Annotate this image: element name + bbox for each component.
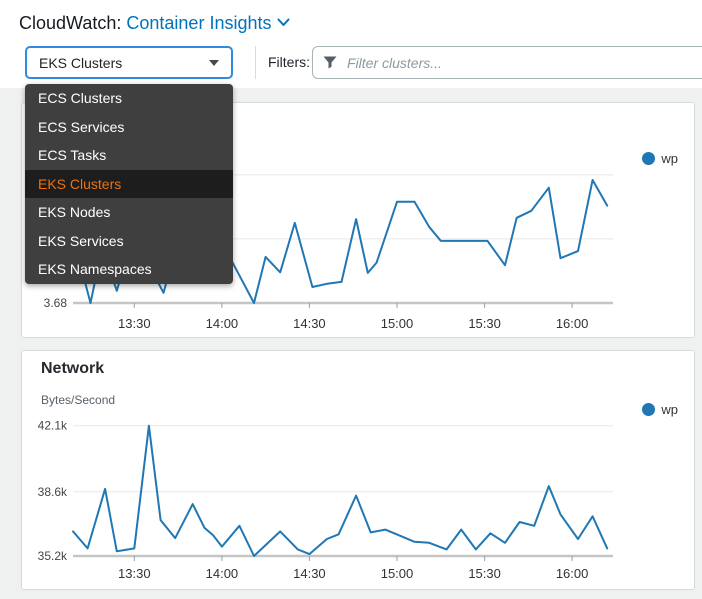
- legend-swatch: [642, 152, 656, 165]
- cloudwatch-label: CloudWatch:: [19, 13, 122, 33]
- menu-item[interactable]: ECS Clusters: [38, 90, 123, 106]
- x-tick-label: 16:00: [556, 316, 589, 331]
- scope-dropdown-menu: ECS Clusters ECS Services ECS Tasks EKS Clu…: [25, 84, 233, 284]
- menu-item[interactable]: EKS Nodes: [38, 204, 111, 220]
- network-chart-panel: 35.2k 38.6k 42.1k 13:30 14:00 14:30 15:00 15:30…: [21, 350, 695, 590]
- filter-box: [312, 46, 702, 79]
- x-tick-label: 15:30: [468, 316, 501, 331]
- x-tick-label: 15:30: [468, 566, 501, 581]
- legend-swatch: [642, 403, 656, 416]
- x-tick-label: 14:00: [206, 566, 239, 581]
- y-tick-label: 35.2k: [38, 549, 68, 563]
- scope-select[interactable]: EKS Clusters: [25, 46, 233, 79]
- chevron-down-icon: [277, 11, 290, 32]
- series-line-wp: [72, 424, 609, 557]
- x-tick-label: 13:30: [118, 316, 151, 331]
- scope-select-value: EKS Clusters: [39, 54, 123, 71]
- chart-unit-label: Bytes/Second: [41, 393, 116, 407]
- x-tick-label: 14:30: [293, 316, 326, 331]
- legend-label: wp: [661, 151, 678, 166]
- x-tick-label: 14:30: [293, 566, 326, 581]
- y-tick-label: 38.6k: [38, 485, 68, 499]
- filter-clusters-input[interactable]: [345, 53, 702, 72]
- legend-item-wp[interactable]: wp: [642, 151, 678, 166]
- chart-canvas: 35.2k 38.6k 42.1k 13:30 14:00 14:30 15:00 15:30…: [38, 419, 613, 581]
- toolbar-divider: [255, 46, 256, 79]
- container-insights-link[interactable]: Container Insights: [126, 13, 290, 33]
- filters-label: Filters:: [268, 54, 310, 70]
- menu-item[interactable]: ECS Tasks: [38, 147, 107, 163]
- page-title: CloudWatch: Container Insights: [19, 11, 290, 34]
- menu-item[interactable]: EKS Clusters: [25, 169, 233, 198]
- caret-down-icon: [209, 59, 219, 66]
- chart-title: Network: [41, 360, 105, 377]
- menu-item[interactable]: ECS Services: [38, 118, 125, 135]
- funnel-icon: [323, 56, 337, 69]
- menu-item[interactable]: EKS Namespaces: [38, 261, 152, 277]
- legend-label: wp: [661, 402, 678, 417]
- x-tick-label: 15:00: [381, 316, 414, 331]
- x-tick-label: 14:00: [206, 316, 239, 331]
- legend-item-wp[interactable]: wp: [642, 402, 678, 417]
- x-tick-label: 15:00: [381, 566, 414, 581]
- x-tick-label: 16:00: [556, 566, 589, 581]
- y-tick-label: 3.68: [44, 296, 68, 310]
- x-tick-label: 13:30: [118, 566, 151, 581]
- menu-item[interactable]: EKS Services: [38, 232, 124, 249]
- y-tick-label: 42.1k: [38, 419, 68, 433]
